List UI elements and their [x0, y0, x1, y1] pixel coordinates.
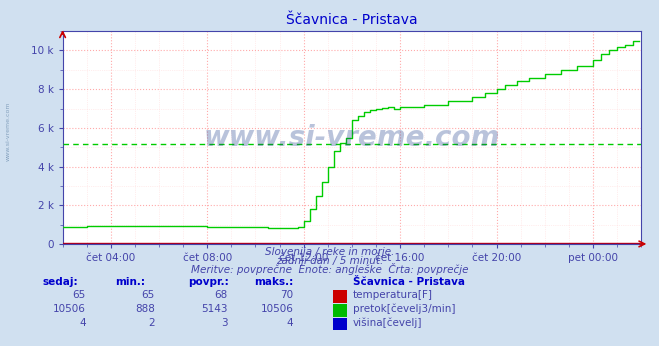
Text: 70: 70: [280, 290, 293, 300]
Text: zadnji dan / 5 minut.: zadnji dan / 5 minut.: [276, 256, 383, 266]
Text: pretok[čevelj3/min]: pretok[čevelj3/min]: [353, 303, 455, 314]
Text: maks.:: maks.:: [254, 277, 293, 288]
Text: 2: 2: [148, 318, 155, 328]
Text: povpr.:: povpr.:: [188, 277, 229, 288]
Text: temperatura[F]: temperatura[F]: [353, 290, 432, 300]
Text: Meritve: povprečne  Enote: angleške  Črta: povprečje: Meritve: povprečne Enote: angleške Črta:…: [190, 263, 469, 275]
Text: www.si-vreme.com: www.si-vreme.com: [5, 102, 11, 161]
Text: www.si-vreme.com: www.si-vreme.com: [204, 124, 500, 152]
Text: sedaj:: sedaj:: [43, 277, 78, 288]
Text: 3: 3: [221, 318, 227, 328]
Title: Ščavnica - Pristava: Ščavnica - Pristava: [286, 13, 418, 27]
Text: 5143: 5143: [201, 304, 227, 314]
Text: 4: 4: [287, 318, 293, 328]
Text: višina[čevelj]: višina[čevelj]: [353, 317, 422, 328]
Text: 10506: 10506: [53, 304, 86, 314]
Text: 888: 888: [135, 304, 155, 314]
Text: Ščavnica - Pristava: Ščavnica - Pristava: [353, 277, 465, 288]
Text: 68: 68: [214, 290, 227, 300]
Text: 4: 4: [79, 318, 86, 328]
Text: 10506: 10506: [260, 304, 293, 314]
Text: 65: 65: [72, 290, 86, 300]
Text: min.:: min.:: [115, 277, 146, 288]
Text: Slovenija / reke in morje.: Slovenija / reke in morje.: [265, 247, 394, 257]
Text: 65: 65: [142, 290, 155, 300]
